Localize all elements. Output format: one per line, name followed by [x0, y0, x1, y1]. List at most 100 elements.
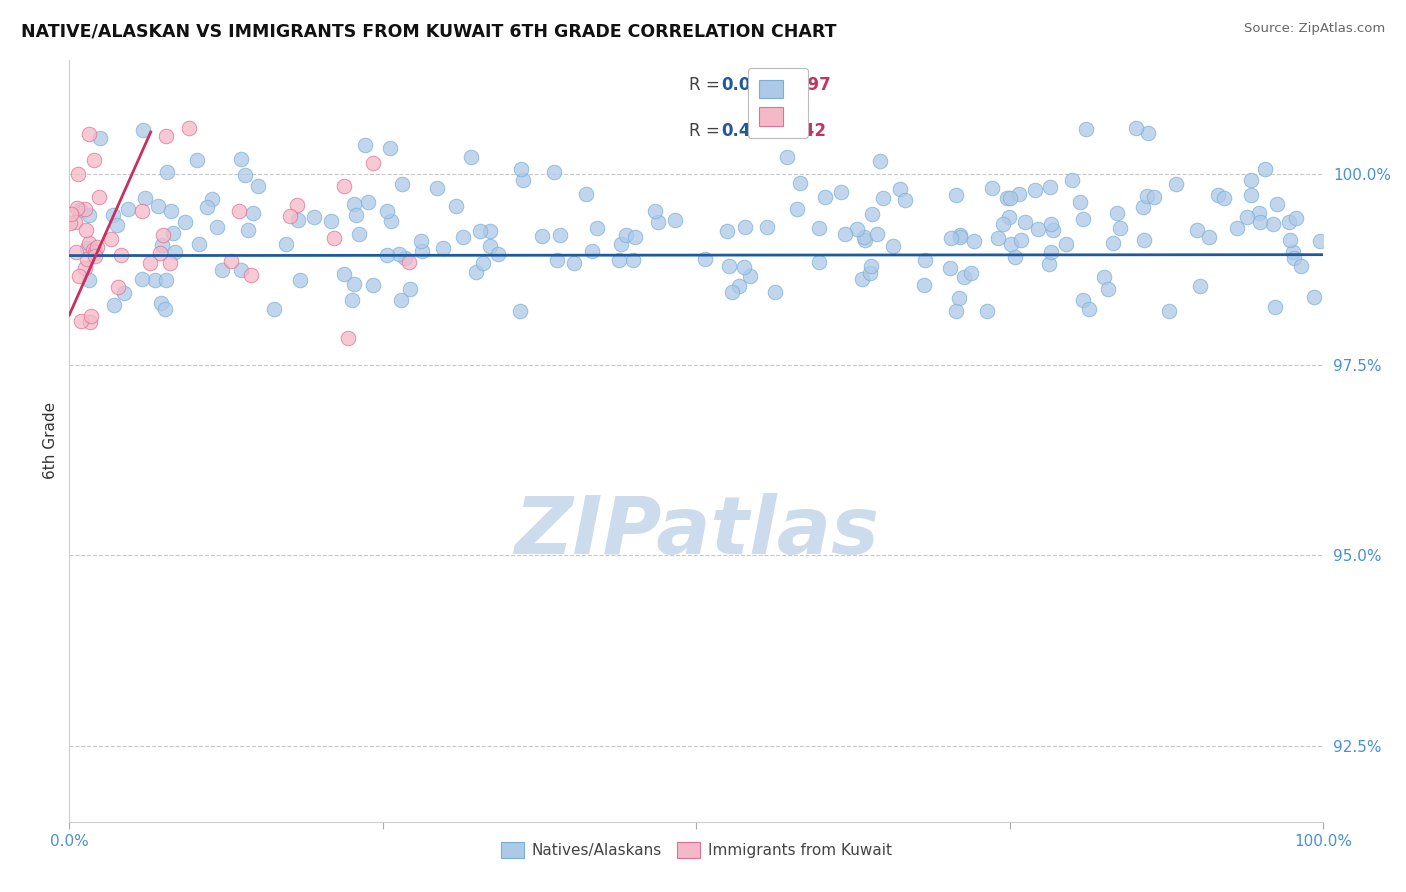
- Point: [546, 253, 568, 268]
- Point: [1071, 212, 1094, 227]
- Point: [69, 314, 91, 328]
- Point: [153, 301, 176, 316]
- Point: [1285, 211, 1308, 226]
- Point: [1254, 162, 1277, 177]
- Point: [981, 180, 1004, 194]
- Point: [100, 232, 122, 246]
- Point: [1249, 215, 1271, 229]
- Point: [165, 245, 187, 260]
- Point: [1092, 269, 1115, 284]
- Point: [229, 153, 252, 167]
- Point: [1108, 220, 1130, 235]
- Point: [949, 228, 972, 243]
- Point: [233, 168, 256, 182]
- Point: [347, 227, 370, 242]
- Point: [853, 233, 876, 247]
- Point: [478, 224, 501, 238]
- Point: [323, 231, 346, 245]
- Point: [77, 208, 100, 222]
- Point: [548, 227, 571, 242]
- Point: [859, 266, 882, 280]
- Point: [1247, 206, 1270, 220]
- Point: [239, 268, 262, 283]
- Point: [1264, 301, 1286, 315]
- Point: [110, 248, 132, 262]
- Point: [912, 277, 935, 292]
- Point: [77, 235, 100, 250]
- Point: [995, 191, 1018, 205]
- Text: ZIPatlas: ZIPatlas: [513, 493, 879, 572]
- Point: [76, 240, 98, 254]
- Text: 42: 42: [797, 122, 825, 140]
- Point: [478, 239, 501, 253]
- Y-axis label: 6th Grade: 6th Grade: [44, 402, 58, 479]
- Point: [1132, 200, 1154, 214]
- Point: [734, 219, 756, 234]
- Point: [846, 222, 869, 236]
- Point: [103, 298, 125, 312]
- Point: [738, 269, 761, 284]
- Point: [939, 260, 962, 275]
- Point: [1143, 190, 1166, 204]
- Point: [117, 202, 139, 216]
- Point: [143, 273, 166, 287]
- Point: [82, 243, 104, 257]
- Point: [377, 204, 399, 219]
- Point: [471, 256, 494, 270]
- Point: [1137, 126, 1160, 140]
- Point: [609, 237, 631, 252]
- Point: [343, 197, 366, 211]
- Point: [242, 206, 264, 220]
- Point: [1024, 183, 1046, 197]
- Point: [1206, 187, 1229, 202]
- Point: [354, 137, 377, 152]
- Point: [851, 271, 873, 285]
- Point: [84, 248, 107, 262]
- Point: [411, 244, 433, 259]
- Point: [872, 191, 894, 205]
- Point: [343, 277, 366, 291]
- Point: [882, 238, 904, 252]
- Point: [131, 272, 153, 286]
- Point: [1105, 205, 1128, 219]
- Point: [76, 252, 98, 267]
- Point: [156, 165, 179, 179]
- Point: [963, 234, 986, 248]
- Point: [391, 177, 413, 191]
- Point: [59, 216, 82, 230]
- Point: [66, 201, 89, 215]
- Point: [807, 220, 830, 235]
- Point: [229, 262, 252, 277]
- Point: [1281, 244, 1303, 259]
- Point: [1125, 121, 1147, 136]
- Point: [285, 198, 308, 212]
- Point: [1004, 250, 1026, 264]
- Point: [1159, 304, 1181, 318]
- Point: [333, 267, 356, 281]
- Point: [575, 186, 598, 201]
- Text: R =: R =: [689, 122, 724, 140]
- Point: [763, 285, 786, 300]
- Point: [1198, 230, 1220, 244]
- Text: NATIVE/ALASKAN VS IMMIGRANTS FROM KUWAIT 6TH GRADE CORRELATION CHART: NATIVE/ALASKAN VS IMMIGRANTS FROM KUWAIT…: [21, 22, 837, 40]
- Point: [146, 199, 169, 213]
- Point: [949, 230, 972, 244]
- Point: [893, 194, 915, 208]
- Point: [993, 217, 1015, 231]
- Point: [1008, 186, 1031, 201]
- Text: 197: 197: [797, 77, 831, 95]
- Point: [131, 203, 153, 218]
- Point: [460, 150, 482, 164]
- Point: [344, 208, 367, 222]
- Point: [375, 248, 398, 262]
- Point: [207, 219, 229, 234]
- Point: [664, 212, 686, 227]
- Point: [1282, 251, 1305, 265]
- Point: [562, 256, 585, 270]
- Point: [84, 245, 107, 260]
- Point: [860, 207, 883, 221]
- Point: [1278, 233, 1301, 247]
- Point: [1000, 191, 1022, 205]
- Point: [201, 192, 224, 206]
- Point: [188, 236, 211, 251]
